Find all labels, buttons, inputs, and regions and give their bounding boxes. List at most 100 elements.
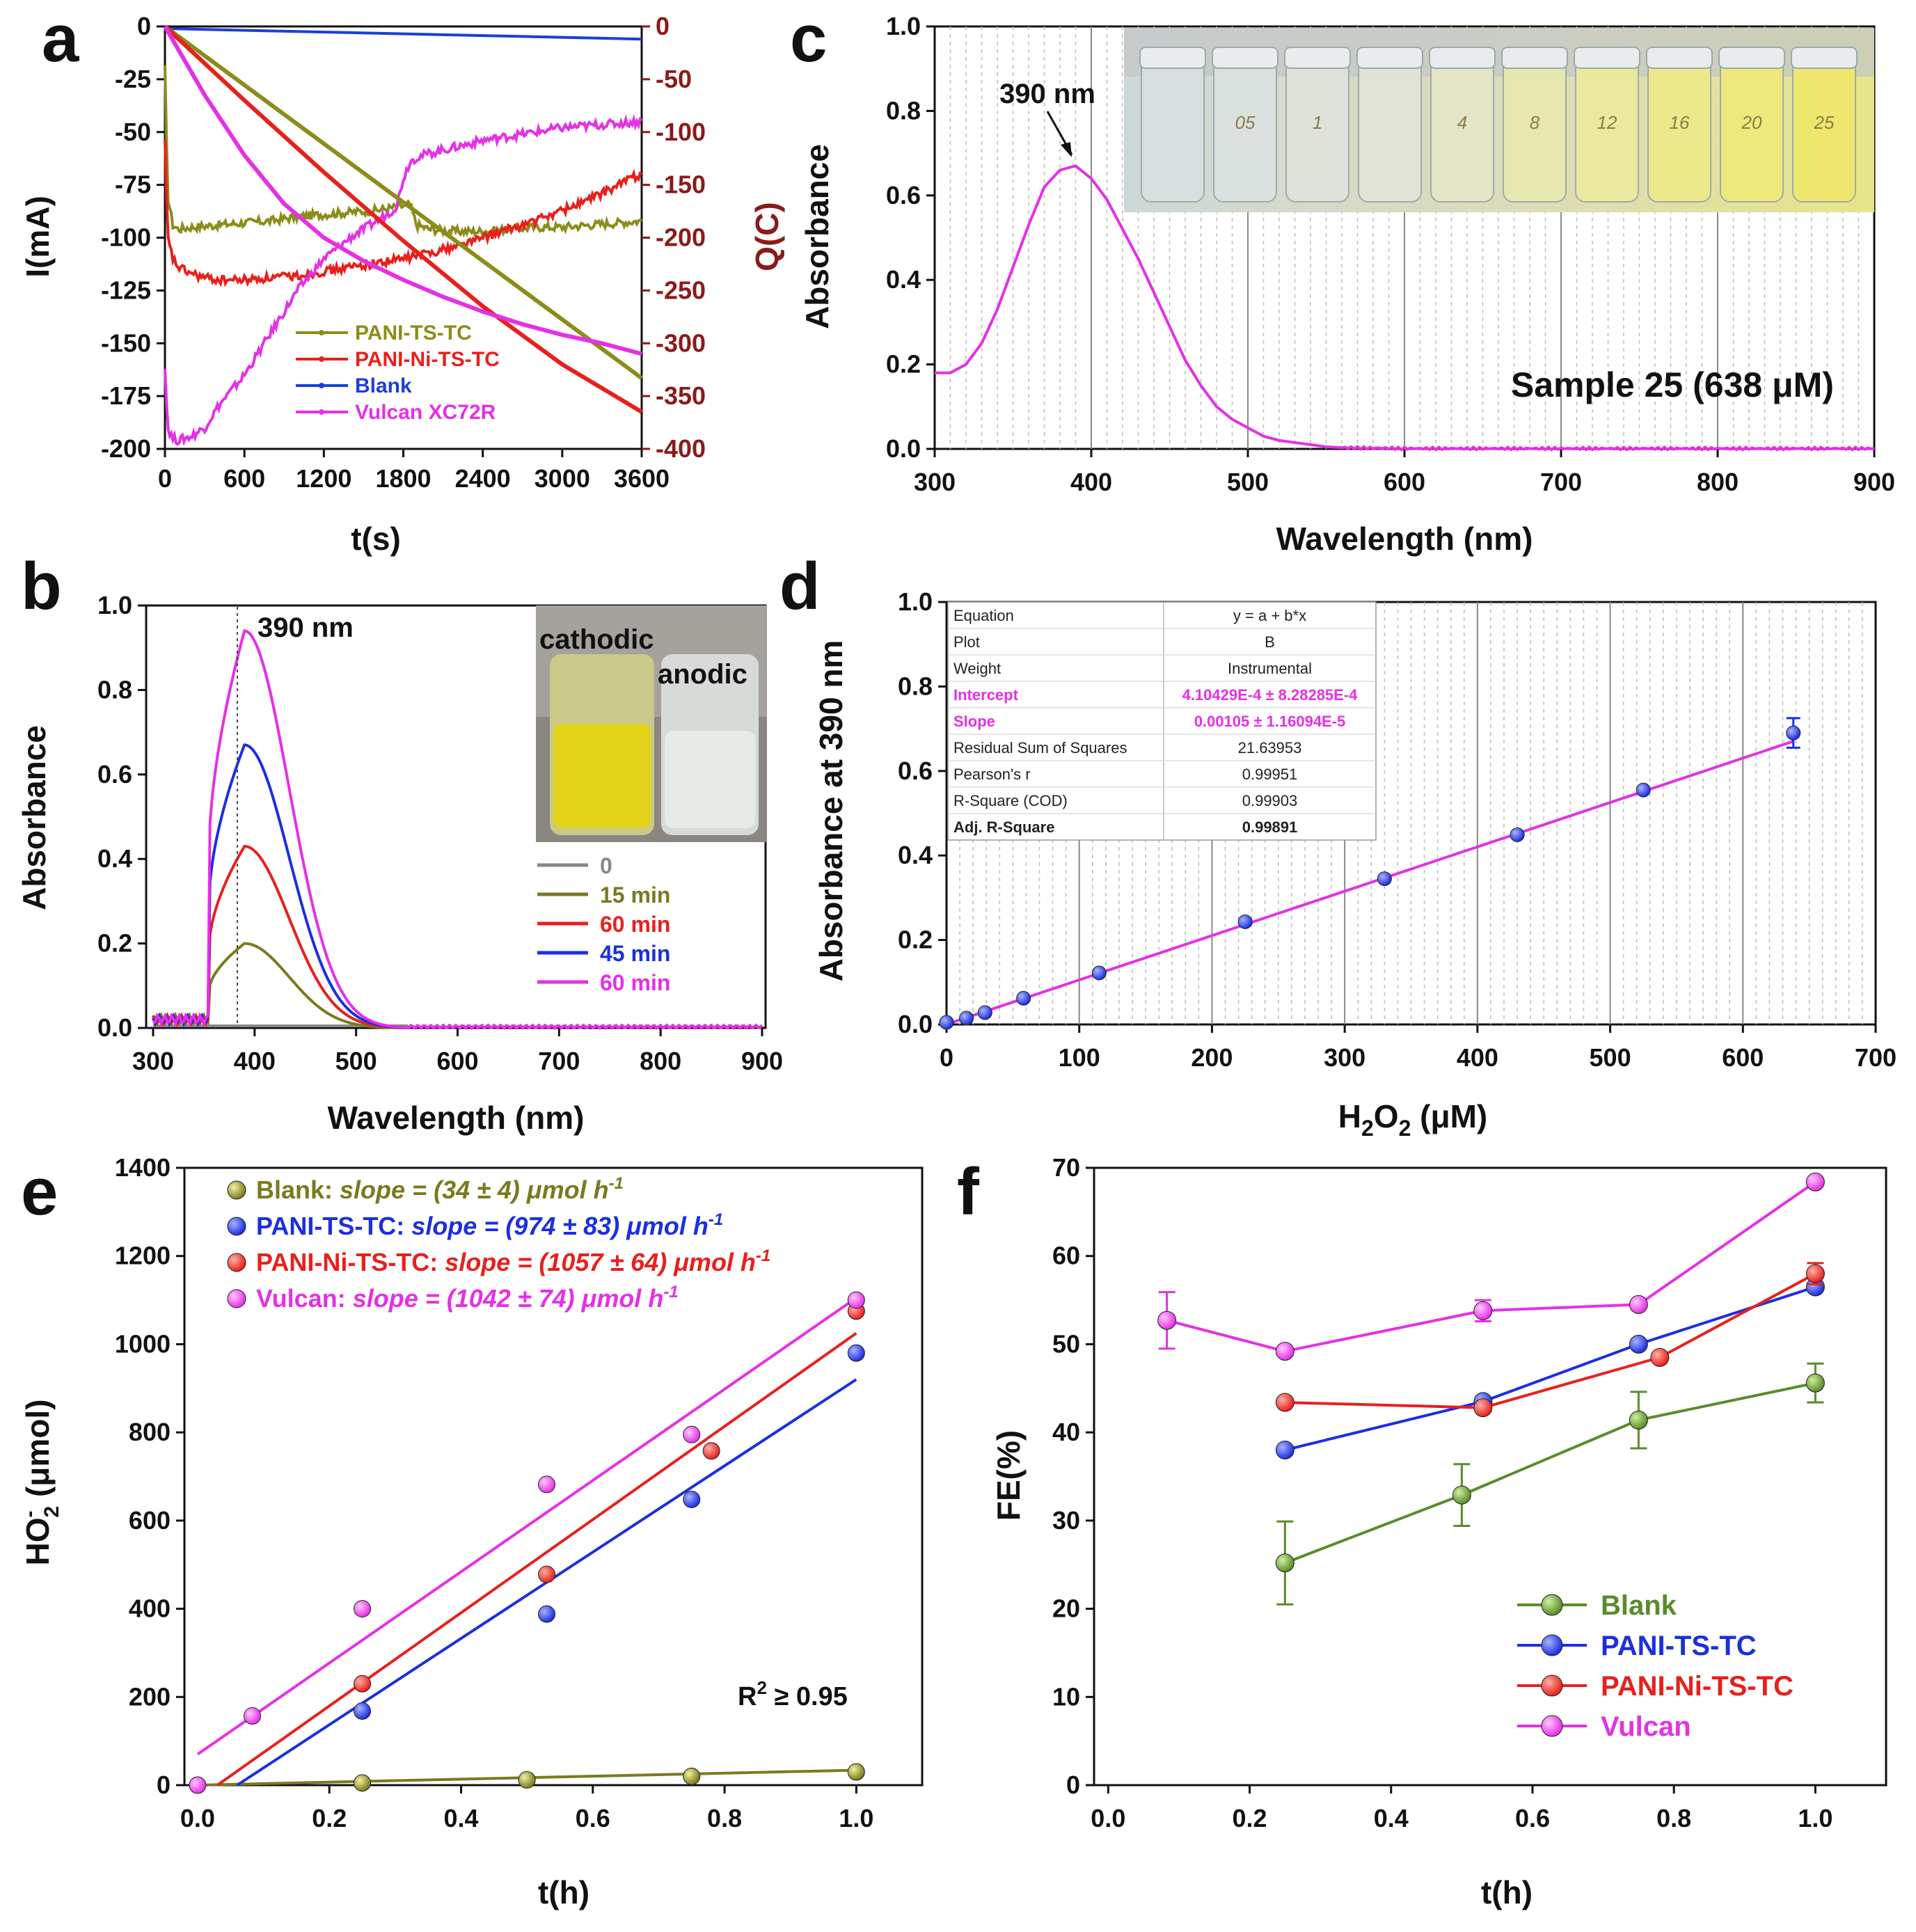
ylabel-c: Absorbance (799, 144, 835, 329)
point-e-1 (354, 1702, 372, 1720)
legend-sup-e: -1 (756, 1246, 770, 1265)
legend-label-a: PANI-TS-TC (355, 322, 472, 345)
legend-marker-a (319, 409, 324, 415)
point-f-3 (1157, 1311, 1177, 1330)
xtick-label-a: 3600 (614, 464, 670, 493)
ytick-label-b: 0.0 (97, 1013, 132, 1042)
legend-label-e: PANI-TS-TC: slope = (974 ± 83) μmol h-1 (256, 1210, 723, 1240)
point-f-0 (1275, 1553, 1295, 1573)
xtick-label-c: 900 (1853, 468, 1895, 496)
ytick-label-left-a: -175 (101, 381, 151, 410)
legend-label-e: Blank: slope = (34 ± 4) μmol h-1 (256, 1174, 624, 1204)
vial-cap-c (1718, 47, 1785, 69)
legend-marker-e (227, 1217, 246, 1236)
xlabel-e: t(h) (538, 1874, 589, 1910)
ytick-label-left-a: -200 (101, 434, 151, 463)
fit-table-value: 4.10429E-4 ± 8.28285E-4 (1182, 686, 1359, 704)
series-line-f-0 (1284, 1381, 1816, 1565)
series-b-2 (152, 844, 763, 1030)
fit-table-value: 0.99891 (1242, 818, 1298, 836)
point-f-3 (1629, 1294, 1648, 1314)
photo-label-cathodic: cathodic (539, 624, 654, 655)
xtick-label-c: 300 (914, 468, 956, 496)
fit-table-bg (947, 601, 1377, 841)
ytick-label-left-a: -50 (115, 118, 151, 146)
xtick-label-c: 400 (1070, 468, 1112, 496)
ytick-label-e: 0 (157, 1771, 171, 1799)
point-f-2 (1805, 1264, 1825, 1283)
point-f-3 (1275, 1342, 1295, 1361)
ytick-label-f: 20 (1052, 1594, 1080, 1623)
xtick-label-d: 400 (1457, 1043, 1498, 1072)
ytick-label-e: 200 (129, 1682, 171, 1711)
xtick-label-a: 1800 (375, 464, 431, 493)
legend-e: Blank: slope = (34 ± 4) μmol h-1 PANI-TS-… (227, 1174, 770, 1313)
legend-name-e: PANI-TS-TC: (256, 1212, 411, 1240)
point-e-0 (847, 1763, 865, 1781)
legend-label-b: 0 (600, 853, 612, 878)
vials-c: 05 1 4 8 12 16 20 25 (1139, 47, 1858, 203)
panel-d: d 0 100 200 300 400 500 600 700 0.0 0.2 0.4 0.6 0.8 1… (779, 549, 1897, 1141)
xtick-label-a: 1200 (296, 464, 351, 493)
fit-table-key: Slope (953, 713, 995, 730)
ytick-label-b: 1.0 (97, 591, 132, 619)
panel-f: f 0.0 0.2 0.4 0.6 0.8 1.0 0 10 20 30 40 50 60 70 Blan… (957, 1153, 1887, 1910)
legend-marker-e (227, 1253, 246, 1272)
vial-c (1358, 52, 1422, 203)
ytick-label-e: 800 (129, 1418, 171, 1446)
series-a-pani-ts-tc-charge (164, 24, 643, 380)
legend-marker-f (1541, 1634, 1563, 1656)
yellow-solution (553, 724, 651, 828)
xtick-label-a: 3000 (535, 464, 590, 493)
ytick-label-d: 0.0 (898, 1010, 933, 1038)
point-e-0 (354, 1774, 372, 1792)
xtick-label-c: 800 (1697, 468, 1739, 496)
ytick-label-c: 0.8 (886, 96, 921, 125)
fit-table-key: Plot (953, 633, 980, 651)
ylabel-e-sub: 2 (40, 1506, 63, 1518)
point-f-2 (1473, 1398, 1493, 1418)
point-d (977, 1005, 992, 1020)
series-f (1157, 1172, 1825, 1606)
legend-marker-a (319, 356, 324, 362)
ytick-label-f: 70 (1052, 1153, 1080, 1182)
ytick-label-f: 50 (1052, 1329, 1080, 1358)
panel-c: c 300 400 500 600 700 800 900 0.0 0.2 0.4 0.6 0.8 1.… (790, 1, 1895, 557)
ticks-b: 300 400 500 600 700 800 900 0.0 0.2 0.4 0.6 0.8 1.0 (97, 591, 783, 1075)
annotation-b: 390 nm (258, 612, 354, 643)
ytick-label-c: 0.0 (886, 434, 921, 463)
legend-marker-a (319, 383, 324, 388)
series-a-pani-ni-ts-tc-current (164, 138, 642, 287)
panel-e: e 0.0 0.2 0.4 0.6 0.8 1.0 0 200 400 600 800 1000 120… (18, 1153, 924, 1910)
ytick-label-e: 1200 (115, 1242, 171, 1270)
vial-label-c: 05 (1235, 112, 1256, 133)
legend-sup-e: -1 (663, 1283, 678, 1301)
legend-slope-e: slope = (1042 ± 74) μmol h (353, 1284, 664, 1313)
xtick-label-b: 300 (132, 1047, 174, 1075)
ytick-label-right-a: -100 (656, 118, 706, 146)
ytick-label-d: 0.6 (898, 757, 933, 785)
vial-cap-c (1574, 47, 1640, 69)
ylabel-right-a: Q(C) (749, 202, 785, 271)
xtick-label-f: 0.2 (1233, 1804, 1267, 1832)
legend-label-f: PANI-Ni-TS-TC (1601, 1671, 1794, 1702)
legend-label-f: Vulcan (1601, 1711, 1691, 1742)
legend-name-e: Vulcan: (256, 1284, 353, 1313)
ytick-label-d: 0.2 (898, 926, 933, 954)
r2-sup: 2 (757, 1677, 766, 1698)
legend-label-b: 45 min (600, 941, 670, 966)
legend-marker-a (319, 330, 324, 335)
point-e-1 (847, 1344, 865, 1362)
panel-b: b 300 400 500 600 700 800 900 0.0 0.2 0.4 0.6 0.8 1.… (16, 549, 783, 1136)
panel-label-b: b (21, 549, 62, 624)
ytick-label-right-a: -150 (656, 171, 706, 199)
legend-label-a: Blank (355, 374, 412, 397)
fit-table-value: 0.99903 (1242, 792, 1298, 809)
point-f-0 (1629, 1410, 1648, 1430)
vial-cap-c (1501, 47, 1568, 69)
ylabel-e-unit: (μmol) (19, 1399, 56, 1505)
legend-b: 0 15 min 60 min 45 min 60 min (537, 853, 670, 995)
xtick-label-a: 600 (223, 464, 265, 493)
point-e-3 (683, 1425, 701, 1443)
legend-marker-f (1541, 1674, 1563, 1697)
